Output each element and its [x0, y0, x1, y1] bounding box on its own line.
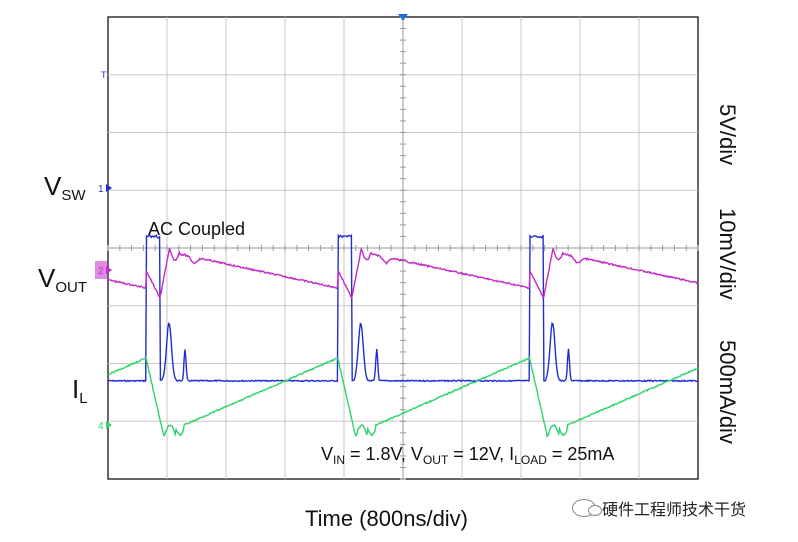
channel-marker-number: 2 — [98, 266, 104, 277]
vout-channel-label: VOUT — [38, 263, 88, 296]
traces — [107, 233, 699, 438]
vout-trace — [107, 247, 699, 300]
il-trace — [107, 356, 699, 438]
vsw-trace — [107, 233, 699, 383]
channel-marker-number: 4 — [98, 421, 104, 432]
wechat-icon — [572, 499, 602, 517]
channel-markers: 1 2 4 — [95, 184, 112, 432]
channel-marker-vsw — [106, 184, 112, 192]
trigger-level-marker: T — [101, 70, 107, 80]
x-axis-label: Time (800ns/div) — [305, 506, 469, 531]
trigger-position-marker — [398, 14, 408, 21]
ac-coupled-annotation: AC Coupled — [148, 219, 246, 239]
il-scale-label: 500mA/div — [715, 340, 740, 444]
vsw-channel-label: VSW — [44, 171, 86, 204]
watermark-text: 硬件工程师技术干货 — [602, 502, 747, 519]
vout-marker-box — [95, 261, 108, 279]
channel-marker-il — [106, 421, 112, 429]
channel-marker-vout — [106, 266, 112, 274]
vsw-scale-label: 5V/div — [715, 104, 740, 166]
grid — [107, 16, 699, 480]
vout-scale-label: 10mV/div — [715, 208, 740, 300]
channel-marker-number: 1 — [98, 184, 104, 195]
conditions-annotation: VIN = 1.8V, VOUT = 12V, ILOAD = 25mA — [321, 444, 615, 467]
il-channel-label: IL — [72, 374, 88, 407]
watermark: 硬件工程师技术干货 — [572, 496, 746, 520]
